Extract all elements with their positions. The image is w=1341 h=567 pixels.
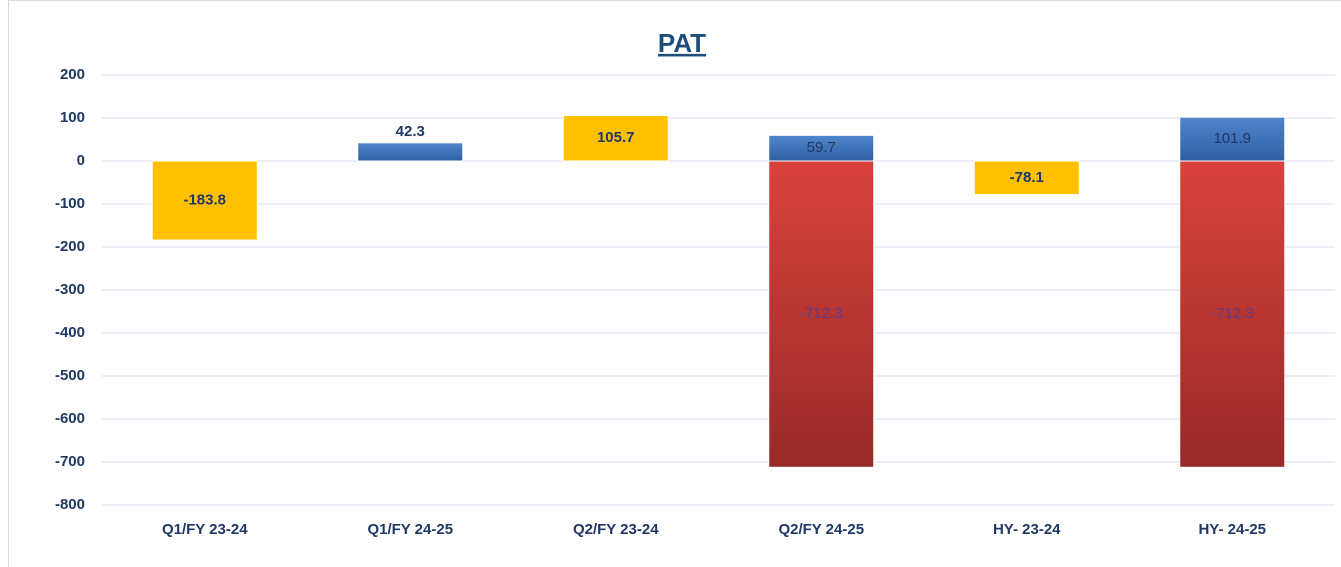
data-label: -183.8: [183, 191, 226, 208]
x-tick-label: Q2/FY 23-24: [573, 521, 659, 538]
y-tick-label: -400: [55, 324, 85, 341]
y-tick-label: -500: [55, 367, 85, 384]
data-label: -78.1: [1010, 169, 1044, 186]
bar: [768, 134, 875, 162]
bar: [357, 142, 464, 162]
y-tick-label: -600: [55, 410, 85, 427]
bar: [768, 160, 875, 468]
chart-border: [8, 0, 1341, 567]
data-label: -712.3: [1211, 305, 1254, 322]
bar: [1179, 116, 1286, 162]
y-tick-label: -300: [55, 281, 85, 298]
x-tick-label: HY- 23-24: [993, 521, 1061, 538]
x-tick-label: Q1/FY 23-24: [162, 521, 248, 538]
y-tick-label: -200: [55, 238, 85, 255]
bar: [562, 115, 669, 162]
data-label: 42.3: [396, 123, 425, 140]
bar: [1179, 160, 1286, 468]
data-label: 101.9: [1213, 130, 1251, 147]
x-tick-label: Q1/FY 24-25: [367, 521, 453, 538]
y-tick-label: -100: [55, 195, 85, 212]
data-label: 105.7: [597, 129, 635, 146]
y-tick-label: 200: [60, 66, 85, 83]
x-tick-label: Q2/FY 24-25: [778, 521, 864, 538]
data-label: 59.7: [807, 139, 836, 156]
data-label: -712.3: [800, 305, 843, 322]
chart-title: PAT: [658, 28, 706, 58]
y-tick-label: 0: [77, 152, 85, 169]
x-tick-label: HY- 24-25: [1198, 521, 1266, 538]
y-tick-label: -700: [55, 453, 85, 470]
bar: [151, 160, 258, 241]
y-tick-label: 100: [60, 109, 85, 126]
bar: [973, 160, 1080, 196]
y-tick-label: -800: [55, 496, 85, 513]
